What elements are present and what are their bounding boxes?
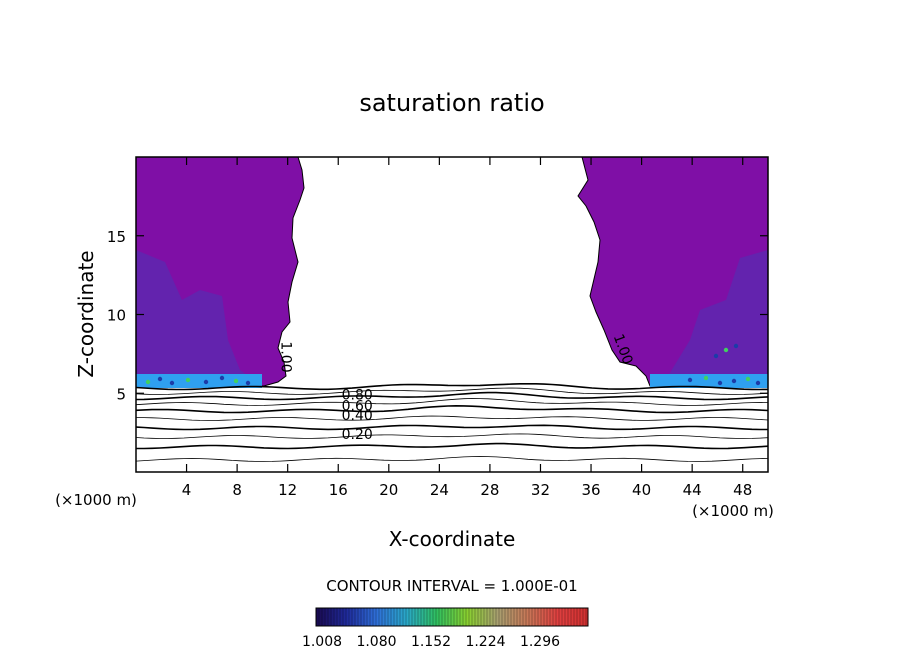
x-axis-label: X-coordinate — [389, 527, 516, 551]
contour-line — [135, 404, 769, 414]
x-tick-label: 20 — [379, 481, 398, 499]
x-unit-right: (×1000 m) — [692, 502, 774, 520]
band-speckle — [731, 378, 737, 384]
x-tick-label: 48 — [733, 481, 752, 499]
contour-fills — [135, 156, 769, 388]
x-tick-label: 32 — [531, 481, 550, 499]
x-tick-label: 44 — [683, 481, 702, 499]
colorbar-label: 1.080 — [356, 634, 396, 650]
edge-shading-left — [136, 250, 262, 386]
x-tick-label: 12 — [278, 481, 297, 499]
colorbar-labels: 1.008 1.080 1.152 1.224 1.296 — [302, 634, 560, 650]
colorbar-label: 1.224 — [465, 634, 505, 650]
band-speckle — [145, 379, 151, 385]
contour-line — [135, 382, 769, 391]
contour-line — [135, 424, 768, 431]
band-speckle — [157, 376, 163, 382]
contour-label: 0.40 — [342, 408, 373, 424]
colorbar-label: 1.152 — [411, 634, 451, 650]
cloud-base-band-left — [136, 374, 262, 388]
colorbar-label: 1.296 — [520, 634, 560, 650]
cloud-base-band-right — [650, 374, 768, 388]
x-tick-label: 4 — [182, 481, 192, 499]
colorbar — [315, 607, 589, 627]
band-speckle — [169, 380, 175, 386]
band-speckle — [703, 375, 709, 381]
colorbar-label: 1.008 — [302, 634, 342, 650]
y-tick-label: 15 — [107, 228, 126, 246]
x-tick-label: 16 — [329, 481, 348, 499]
band-speckle — [717, 380, 723, 386]
contour-label: 0.60 — [342, 399, 373, 415]
edge-shading-right — [650, 250, 768, 386]
x-unit-left: (×1000 m) — [55, 491, 137, 509]
contour-label: 1.00 — [277, 341, 293, 372]
band-speckle — [219, 375, 225, 381]
contour-line — [135, 415, 769, 421]
x-tick-label: 36 — [581, 481, 600, 499]
contour-line — [135, 433, 769, 439]
contour-line — [135, 456, 769, 462]
contour-interval-label: CONTOUR INTERVAL = 1.000E-01 — [326, 577, 577, 595]
contour-lines — [135, 382, 769, 462]
band-speckle — [203, 379, 209, 385]
y-tick-label: 5 — [116, 385, 126, 403]
y-axis-label: Z-coordinate — [74, 250, 98, 377]
x-tick-label: 8 — [232, 481, 242, 499]
contour-line — [135, 391, 769, 401]
band-speckle — [233, 378, 239, 384]
band-speckle — [745, 376, 751, 382]
band-speckle — [245, 380, 251, 386]
band-speckle — [755, 380, 761, 386]
x-tick-label: 24 — [430, 481, 449, 499]
contour-line — [136, 442, 769, 450]
contour-label: 0.20 — [342, 427, 373, 443]
band-speckle — [687, 377, 693, 383]
contour-label: 0.80 — [342, 388, 373, 404]
y-tick-label: 10 — [107, 307, 126, 325]
x-tick-label: 40 — [632, 481, 651, 499]
contour-line — [135, 398, 769, 406]
contour-line — [135, 387, 769, 395]
band-speckle — [713, 353, 719, 359]
band-speckle — [723, 347, 729, 353]
chart-title: saturation ratio — [359, 89, 544, 117]
x-tick-label: 28 — [480, 481, 499, 499]
band-speckle — [733, 343, 739, 349]
band-speckle — [185, 377, 191, 383]
